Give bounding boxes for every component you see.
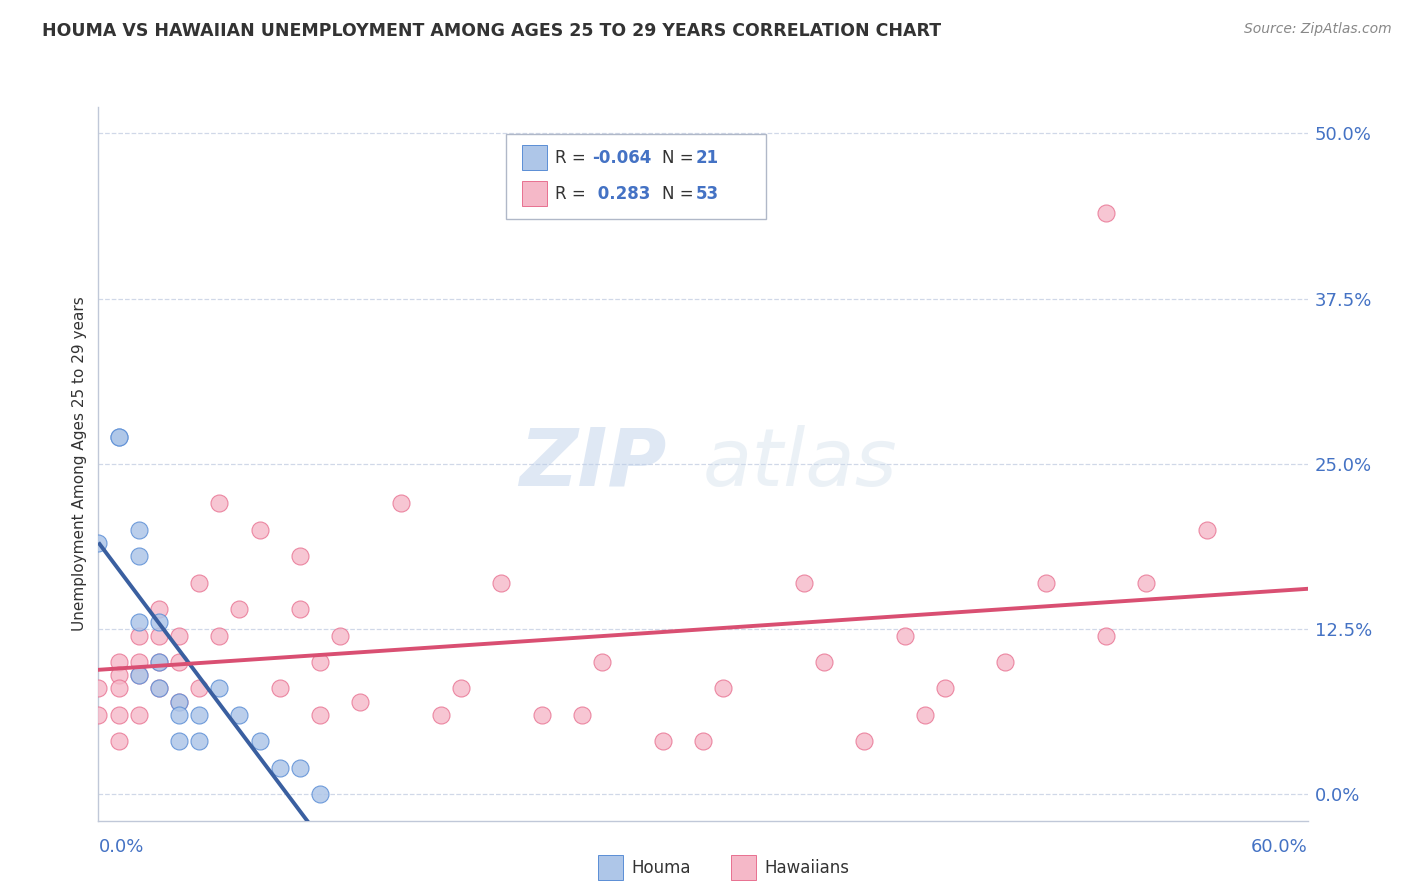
Text: ZIP: ZIP: [519, 425, 666, 503]
Text: atlas: atlas: [703, 425, 898, 503]
Point: [249, 734, 271, 748]
Point: [148, 655, 170, 669]
Point: [288, 761, 311, 775]
Point: [269, 761, 291, 775]
Point: [853, 734, 876, 748]
Point: [309, 655, 332, 669]
Point: [148, 629, 170, 643]
Point: [128, 668, 150, 682]
Point: [1095, 206, 1118, 220]
Point: [167, 655, 190, 669]
Point: [128, 523, 150, 537]
Point: [914, 707, 936, 722]
Point: [389, 496, 412, 510]
Point: [87, 536, 110, 550]
Point: [167, 629, 190, 643]
Point: [711, 681, 734, 696]
Point: [228, 602, 250, 616]
Point: [128, 629, 150, 643]
Text: -0.064: -0.064: [592, 149, 651, 167]
Point: [651, 734, 673, 748]
Point: [167, 734, 190, 748]
Text: HOUMA VS HAWAIIAN UNEMPLOYMENT AMONG AGES 25 TO 29 YEARS CORRELATION CHART: HOUMA VS HAWAIIAN UNEMPLOYMENT AMONG AGE…: [42, 22, 941, 40]
Point: [208, 496, 231, 510]
Text: N =: N =: [662, 149, 699, 167]
Point: [107, 668, 129, 682]
Point: [107, 734, 129, 748]
Point: [107, 681, 129, 696]
Text: Hawaiians: Hawaiians: [765, 859, 849, 877]
Point: [188, 575, 211, 590]
Point: [1095, 629, 1118, 643]
Point: [128, 707, 150, 722]
Point: [208, 629, 231, 643]
Point: [208, 681, 231, 696]
Point: [571, 707, 593, 722]
Point: [450, 681, 472, 696]
Point: [107, 430, 129, 444]
Point: [1135, 575, 1157, 590]
Point: [530, 707, 553, 722]
Text: R =: R =: [555, 185, 592, 202]
Point: [167, 707, 190, 722]
Text: 0.283: 0.283: [592, 185, 651, 202]
Point: [128, 668, 150, 682]
Text: N =: N =: [662, 185, 699, 202]
Point: [994, 655, 1017, 669]
Point: [148, 681, 170, 696]
Point: [309, 787, 332, 801]
Text: Houma: Houma: [631, 859, 690, 877]
Point: [167, 695, 190, 709]
Point: [188, 681, 211, 696]
Point: [309, 707, 332, 722]
Point: [188, 707, 211, 722]
Point: [329, 629, 352, 643]
Point: [692, 734, 714, 748]
Text: 21: 21: [696, 149, 718, 167]
Point: [107, 655, 129, 669]
Point: [87, 707, 110, 722]
Text: 0.0%: 0.0%: [98, 838, 143, 856]
Point: [269, 681, 291, 696]
Text: 53: 53: [696, 185, 718, 202]
Point: [148, 681, 170, 696]
Point: [591, 655, 613, 669]
Point: [107, 707, 129, 722]
Point: [128, 655, 150, 669]
Point: [1195, 523, 1218, 537]
Point: [167, 695, 190, 709]
Point: [893, 629, 915, 643]
Point: [349, 695, 371, 709]
Point: [188, 734, 211, 748]
Point: [1035, 575, 1057, 590]
Point: [107, 430, 129, 444]
Point: [148, 602, 170, 616]
Point: [934, 681, 956, 696]
Point: [128, 615, 150, 630]
Point: [148, 655, 170, 669]
Text: R =: R =: [555, 149, 592, 167]
Point: [288, 549, 311, 564]
Point: [87, 681, 110, 696]
Point: [813, 655, 835, 669]
Point: [793, 575, 815, 590]
Point: [148, 615, 170, 630]
Point: [249, 523, 271, 537]
Point: [430, 707, 453, 722]
Point: [128, 549, 150, 564]
Text: 60.0%: 60.0%: [1251, 838, 1308, 856]
Text: Source: ZipAtlas.com: Source: ZipAtlas.com: [1244, 22, 1392, 37]
Point: [288, 602, 311, 616]
Y-axis label: Unemployment Among Ages 25 to 29 years: Unemployment Among Ages 25 to 29 years: [72, 296, 87, 632]
Point: [228, 707, 250, 722]
Point: [491, 575, 513, 590]
